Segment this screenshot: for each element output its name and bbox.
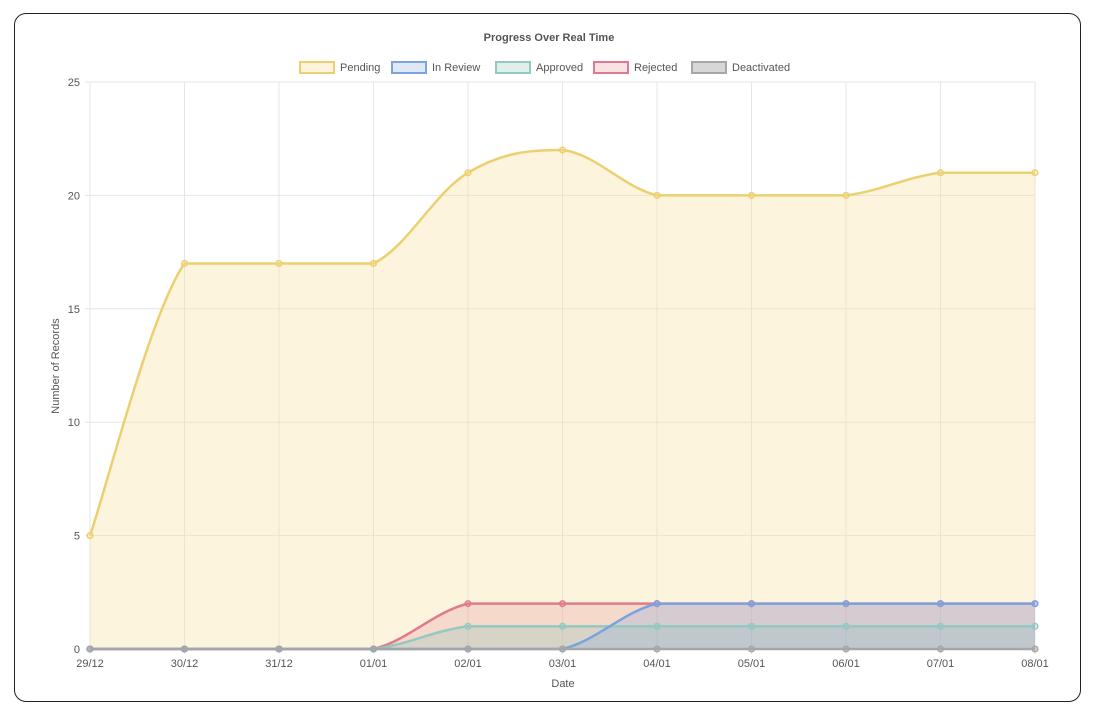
x-axis-label: Date bbox=[551, 678, 574, 690]
data-point-pending bbox=[369, 259, 378, 267]
data-point-deactivated bbox=[180, 645, 189, 653]
legend-label-pending: Pending bbox=[340, 62, 380, 74]
y-tick-label: 20 bbox=[68, 190, 80, 202]
y-tick-label: 25 bbox=[68, 77, 80, 89]
x-tick-label: 08/01 bbox=[1021, 658, 1049, 670]
data-point-deactivated bbox=[1031, 645, 1039, 653]
legend-swatch-in-review bbox=[391, 61, 427, 74]
data-point-approved bbox=[936, 622, 945, 630]
legend-label-in-review: In Review bbox=[432, 62, 480, 74]
x-tick-label: 07/01 bbox=[927, 658, 955, 670]
legend-swatch-approved bbox=[495, 61, 531, 74]
legend: Pending In Review Approved Rejected Deactiva… bbox=[299, 61, 790, 74]
y-tick-label: 15 bbox=[68, 304, 80, 316]
x-tick-label: 01/01 bbox=[360, 658, 388, 670]
data-point-pending bbox=[747, 191, 756, 199]
series-area-in-review bbox=[90, 603, 1035, 649]
x-axis-ticks: 29/12 30/12 31/12 01/01 02/01 03/01 04/01 05/01… bbox=[76, 658, 1049, 670]
chart-title: Progress Over Real Time bbox=[484, 32, 615, 44]
legend-label-rejected: Rejected bbox=[634, 62, 677, 74]
x-tick-label: 29/12 bbox=[76, 658, 104, 670]
x-tick-label: 03/01 bbox=[549, 658, 577, 670]
x-tick-label: 02/01 bbox=[454, 658, 482, 670]
series-fills bbox=[90, 150, 1035, 650]
data-point-approved bbox=[464, 622, 472, 630]
data-point-pending bbox=[653, 191, 661, 199]
data-point-rejected bbox=[464, 600, 472, 608]
data-point-deactivated bbox=[747, 645, 756, 653]
data-point-deactivated bbox=[653, 645, 661, 653]
legend-label-approved: Approved bbox=[536, 62, 583, 74]
series-points bbox=[86, 146, 1039, 653]
series-area-pending bbox=[90, 150, 1035, 650]
data-point-deactivated bbox=[464, 645, 472, 653]
legend-swatch-deactivated bbox=[691, 61, 727, 74]
data-point-rejected bbox=[558, 600, 567, 608]
series-area-approved bbox=[90, 626, 1035, 649]
data-point-approved bbox=[747, 622, 756, 630]
x-tick-label: 05/01 bbox=[738, 658, 766, 670]
legend-label-deactivated: Deactivated bbox=[732, 62, 790, 74]
series-line-pending bbox=[88, 148, 1035, 537]
legend-swatch-rejected bbox=[593, 61, 629, 74]
data-point-approved bbox=[558, 622, 567, 630]
data-point-in-review bbox=[936, 600, 945, 608]
data-point-pending bbox=[842, 191, 850, 199]
data-point-pending bbox=[1031, 169, 1039, 177]
data-point-deactivated bbox=[275, 645, 283, 653]
data-point-deactivated bbox=[369, 645, 378, 653]
data-point-deactivated bbox=[86, 645, 94, 653]
x-tick-label: 31/12 bbox=[265, 658, 293, 670]
data-point-pending bbox=[936, 169, 945, 177]
data-point-in-review bbox=[1031, 600, 1039, 608]
y-tick-label: 5 bbox=[74, 531, 80, 543]
y-tick-label: 10 bbox=[68, 417, 80, 429]
x-tick-label: 30/12 bbox=[171, 658, 199, 670]
data-point-in-review bbox=[842, 600, 850, 608]
data-point-approved bbox=[842, 622, 850, 630]
chart-card bbox=[14, 13, 1081, 702]
data-point-pending bbox=[558, 146, 567, 154]
x-tick-label: 06/01 bbox=[832, 658, 860, 670]
y-tick-label: 0 bbox=[74, 644, 80, 656]
y-axis-label: Number of Records bbox=[50, 318, 62, 414]
data-point-approved bbox=[653, 622, 661, 630]
data-point-pending bbox=[275, 259, 283, 267]
series-lines bbox=[88, 148, 1035, 651]
data-point-approved bbox=[1031, 622, 1039, 630]
legend-swatch-pending bbox=[299, 61, 335, 74]
data-point-in-review bbox=[747, 600, 756, 608]
y-axis-ticks: 0 5 10 15 20 25 bbox=[68, 77, 80, 656]
data-point-pending bbox=[180, 259, 189, 267]
data-point-pending bbox=[86, 532, 94, 540]
data-point-pending bbox=[464, 169, 472, 177]
data-point-in-review bbox=[653, 600, 661, 608]
data-point-deactivated bbox=[842, 645, 850, 653]
data-point-deactivated bbox=[558, 645, 567, 653]
x-tick-label: 04/01 bbox=[643, 658, 671, 670]
data-point-deactivated bbox=[936, 645, 945, 653]
